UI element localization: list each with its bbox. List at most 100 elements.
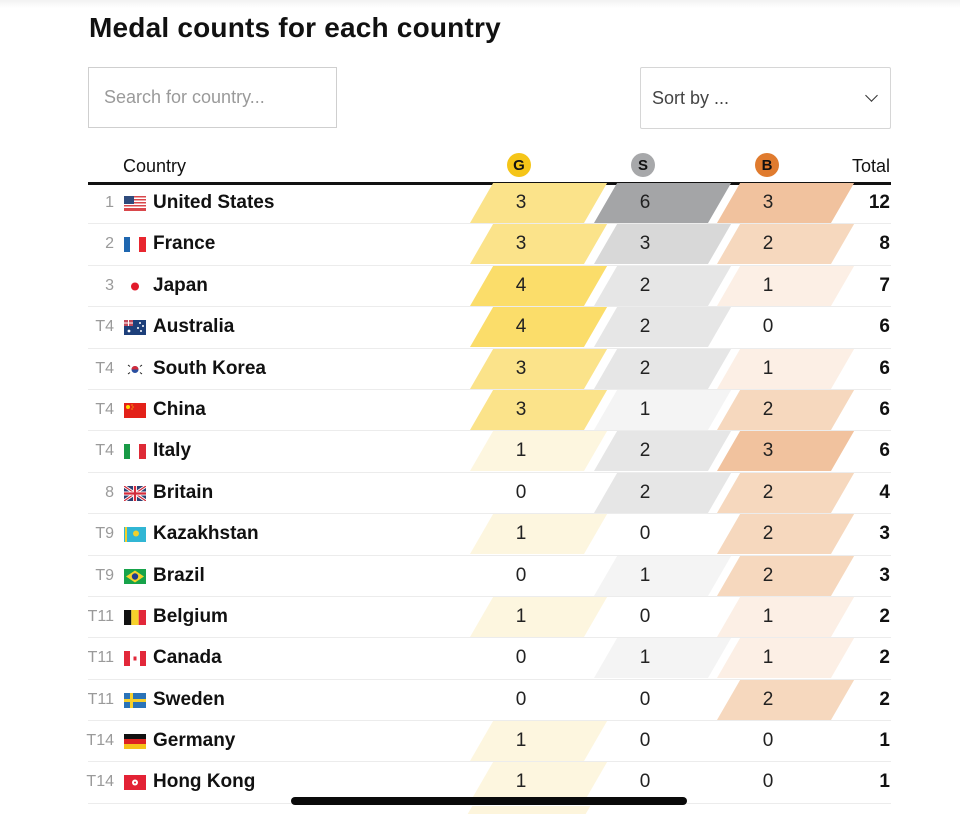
silver-count: 1: [639, 564, 651, 586]
bronze-count: 0: [762, 771, 774, 793]
bronze-count-cell: 1: [705, 348, 855, 389]
table-row[interactable]: T11 Canada 0 1 1 2: [88, 638, 891, 680]
rank: T11: [87, 607, 114, 625]
bronze-count-cell: 1: [705, 638, 855, 679]
bronze-count-cell: 2: [705, 514, 855, 555]
total-count: 7: [879, 274, 890, 296]
gold-count-cell: 1: [458, 596, 608, 637]
country-name: United States: [153, 192, 275, 213]
gold-count-cell: 3: [458, 389, 608, 430]
silver-count-cell: 6: [582, 183, 732, 223]
table-row[interactable]: T4 Australia 4 2 0 6: [88, 307, 891, 349]
gold-count-cell: 0: [458, 638, 608, 679]
gold-count: 1: [515, 730, 527, 752]
table-row[interactable]: T4 China 3 1 2 6: [88, 389, 891, 432]
flag-au-icon: [124, 320, 146, 336]
silver-count: 0: [639, 771, 651, 793]
total-count: 6: [879, 316, 890, 338]
search-input[interactable]: [102, 86, 326, 109]
total-count: 2: [879, 605, 890, 627]
bronze-count-cell: 0: [705, 721, 855, 762]
rank: 3: [105, 276, 114, 294]
table-row[interactable]: T4 South Korea 3 2 1 6: [88, 348, 891, 390]
silver-count: 2: [639, 481, 651, 503]
flag-be-icon: [124, 609, 146, 625]
total-count: 4: [879, 481, 890, 503]
gold-count: 0: [515, 688, 527, 710]
table-row[interactable]: T9 Kazakhstan 1 0 2 3: [88, 514, 891, 556]
gold-medal-icon[interactable]: G: [507, 153, 531, 177]
bronze-count-cell: 2: [705, 555, 855, 596]
table-row[interactable]: 8 Britain 0 2 2 4: [88, 472, 891, 515]
table-row[interactable]: 3 Japan 4 2 1 7: [88, 265, 891, 308]
total-count: 12: [868, 192, 890, 213]
rank: T4: [95, 400, 114, 418]
total-count: 2: [879, 688, 890, 710]
silver-medal-icon[interactable]: S: [631, 153, 655, 177]
bronze-count: 0: [762, 316, 774, 338]
country-name: China: [153, 398, 206, 420]
column-header-total[interactable]: Total: [851, 156, 890, 176]
home-indicator[interactable]: [291, 797, 687, 805]
country-name: Italy: [153, 440, 192, 462]
table-row[interactable]: T11 Sweden 0 0 2 2: [87, 679, 891, 722]
rank: 2: [105, 235, 114, 253]
bronze-count-cell: 2: [705, 224, 855, 265]
gold-count-cell: 1: [458, 762, 608, 803]
bronze-count: 2: [762, 564, 774, 586]
flag-br-icon: [124, 568, 146, 584]
bronze-count: 1: [762, 357, 774, 379]
search-box[interactable]: [88, 67, 337, 128]
flag-de-icon: [124, 734, 146, 750]
table-row[interactable]: 2 France 3 3 2 8: [88, 224, 891, 266]
total-count: 1: [879, 730, 890, 752]
sort-dropdown[interactable]: Sort by ...: [640, 67, 891, 129]
table-row[interactable]: 1 United States 3 6 3 12: [88, 183, 891, 225]
bronze-count: 1: [762, 647, 774, 669]
table-row[interactable]: T9 Brazil 0 1 2 3: [88, 555, 891, 597]
bronze-count: 2: [762, 233, 774, 255]
table-row[interactable]: T14 Germany 1 0 0 1: [86, 721, 891, 763]
gold-count-cell: 1: [458, 431, 608, 472]
country-name: France: [153, 233, 216, 255]
gold-count: 0: [515, 481, 527, 503]
silver-count: 6: [639, 192, 651, 213]
flag-fr-icon: [124, 237, 146, 253]
gold-count-cell: 0: [458, 472, 608, 513]
gold-count: 4: [515, 316, 527, 338]
top-shade: [0, 0, 960, 8]
gold-count-cell: 3: [458, 348, 608, 389]
gold-count: 0: [515, 647, 527, 669]
medal-table: 1 United States 3 6 3 12 2 France 3 3 2 8 3 Japan 4 2 1 7…: [86, 183, 891, 804]
column-header-country[interactable]: Country: [123, 156, 187, 176]
bronze-count-cell: 3: [705, 431, 855, 472]
total-count: 3: [879, 564, 890, 586]
rank: T9: [95, 566, 114, 584]
gold-count-cell: 3: [458, 183, 608, 223]
total-count: 6: [879, 398, 890, 420]
bronze-count: 1: [762, 274, 774, 296]
flag-ca-icon: [124, 651, 146, 667]
page-title: Medal counts for each country: [89, 12, 501, 43]
bronze-medal-icon[interactable]: B: [755, 153, 779, 177]
bronze-count: 2: [762, 398, 774, 420]
country-name: Brazil: [153, 564, 205, 586]
flag-us-icon: [124, 196, 146, 211]
total-count: 8: [879, 233, 890, 255]
bronze-count: 3: [762, 440, 774, 462]
total-count: 6: [879, 357, 890, 379]
table-row[interactable]: T4 Italy 1 2 3 6: [88, 431, 891, 473]
gold-count: 4: [515, 274, 527, 296]
gold-count-cell: 3: [458, 224, 608, 265]
gold-count-cell: 4: [458, 307, 608, 348]
rank: T11: [87, 690, 114, 708]
silver-count-cell: 0: [582, 721, 732, 762]
table-row[interactable]: T11 Belgium 1 0 1 2: [87, 596, 891, 639]
gold-count-cell: 1: [458, 514, 608, 555]
silver-count-cell: 2: [582, 348, 732, 389]
total-count: 3: [879, 523, 890, 545]
bronze-count: 1: [762, 605, 774, 627]
rank: T14: [86, 732, 114, 750]
bronze-count: 2: [762, 688, 774, 710]
rank: T4: [95, 318, 114, 336]
